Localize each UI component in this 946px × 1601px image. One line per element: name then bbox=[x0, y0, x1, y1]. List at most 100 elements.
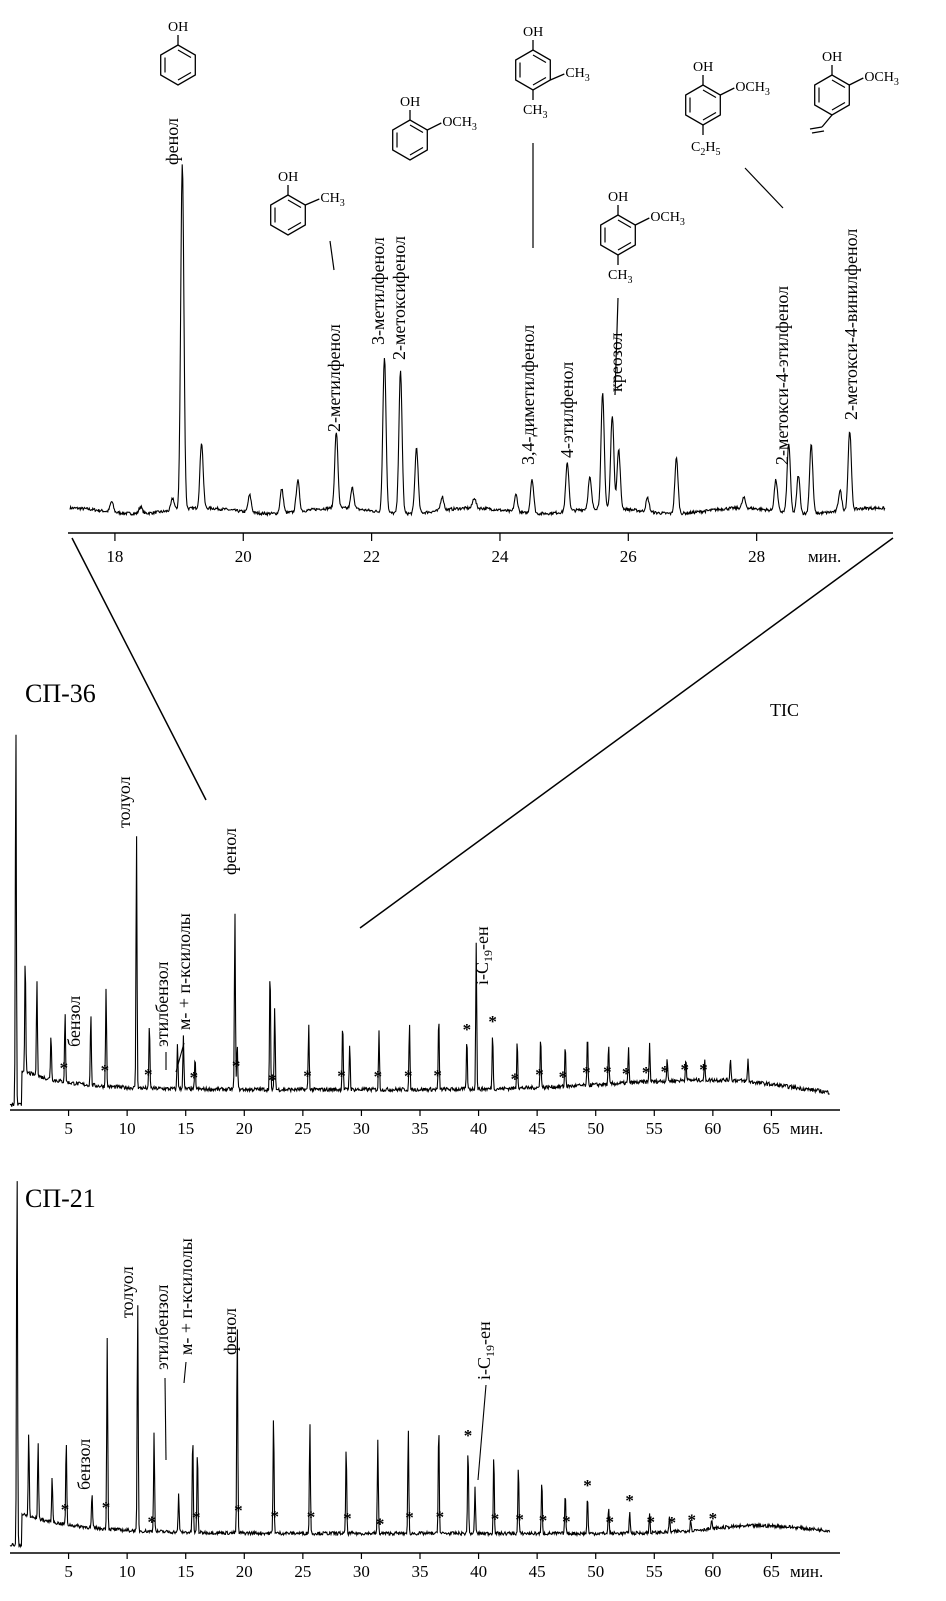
x-tick-label: 50 bbox=[587, 1119, 604, 1138]
marker-star: * bbox=[234, 1501, 243, 1520]
marker-star: * bbox=[688, 1511, 697, 1530]
bond bbox=[809, 126, 823, 130]
marker-star: * bbox=[535, 1065, 544, 1084]
marker-star: * bbox=[190, 1068, 199, 1087]
zoom-tick-label: 28 bbox=[748, 547, 765, 566]
zoom-trace bbox=[69, 164, 886, 517]
marker-star: * bbox=[642, 1063, 651, 1082]
x-tick-label: 60 bbox=[704, 1562, 721, 1581]
x-tick-label: 65 bbox=[763, 1562, 780, 1581]
benzene-ring bbox=[392, 119, 428, 161]
marker-star: * bbox=[343, 1509, 352, 1528]
zoom-tick-label: 26 bbox=[620, 547, 637, 566]
x-tick-label: 45 bbox=[529, 1562, 546, 1581]
bond bbox=[427, 122, 442, 131]
zoom-peak-label: 2-метокси-4-винилфенол bbox=[841, 229, 861, 420]
marker-star: * bbox=[436, 1507, 445, 1526]
marker-star: * bbox=[270, 1507, 279, 1526]
peak-label: этилбензол bbox=[152, 1284, 172, 1370]
x-tick-label: 30 bbox=[353, 1562, 370, 1581]
double-bond bbox=[831, 79, 846, 89]
x-tick-label: 15 bbox=[177, 1562, 194, 1581]
leader-line bbox=[477, 1384, 487, 1481]
x-tick-label: 20 bbox=[236, 1562, 253, 1581]
marker-star: * bbox=[559, 1068, 568, 1087]
double-bond bbox=[702, 89, 717, 99]
marker-star: * bbox=[374, 1067, 383, 1086]
zoom-panel: 18 20 22 24 26 28 мин. фенол 2-метилфенол 3-метил… bbox=[68, 118, 893, 566]
marker-star: * bbox=[661, 1062, 670, 1081]
och3-group: OCH3 bbox=[442, 115, 477, 133]
marker-star: * bbox=[192, 1508, 201, 1527]
x-tick-label: 45 bbox=[529, 1119, 546, 1138]
x-tick-label: 50 bbox=[587, 1562, 604, 1581]
chromatogram-trace bbox=[9, 734, 830, 1107]
benzene-ring bbox=[515, 49, 551, 91]
zoom-leader-line bbox=[614, 297, 619, 396]
double-bond bbox=[617, 241, 632, 251]
marker-star: * bbox=[102, 1498, 111, 1517]
marker-star: * bbox=[668, 1513, 677, 1532]
marker-star: * bbox=[405, 1508, 414, 1527]
marker-star: * bbox=[539, 1511, 548, 1530]
oh-group: OH bbox=[168, 20, 188, 35]
zoom-peak-label: 2-метоксифенол bbox=[389, 236, 409, 360]
dimethylphenol-structure: OH CH3 CH3 bbox=[515, 25, 590, 121]
zoom-leader-line bbox=[329, 240, 335, 271]
oh-group: OH bbox=[608, 190, 628, 205]
x-tick-label: 55 bbox=[646, 1119, 663, 1138]
marker-star: * bbox=[699, 1060, 708, 1079]
peak-label: толуол bbox=[117, 1266, 137, 1318]
zoom-peak-label: 3-метилфенол bbox=[368, 237, 388, 345]
bond bbox=[849, 77, 864, 86]
peak-label: этилбензол bbox=[152, 961, 172, 1047]
marker-star: * bbox=[647, 1513, 656, 1532]
och3-group: OCH3 bbox=[650, 210, 685, 228]
x-tick-label: 10 bbox=[119, 1119, 136, 1138]
phenol-structure: OH bbox=[160, 20, 196, 86]
marker-star: * bbox=[583, 1476, 592, 1495]
marker-star: * bbox=[464, 1426, 473, 1445]
marker-star: * bbox=[337, 1066, 346, 1085]
marker-star: * bbox=[61, 1500, 70, 1519]
x-tick-label: 65 bbox=[763, 1119, 780, 1138]
zoom-peak-label: 4-этилфенол bbox=[557, 362, 577, 458]
bond bbox=[821, 114, 833, 128]
marker-star: * bbox=[606, 1513, 615, 1532]
double-bond bbox=[287, 221, 302, 231]
zoom-tick-label: 20 bbox=[235, 547, 252, 566]
marker-star: * bbox=[144, 1065, 153, 1084]
marker-star: * bbox=[404, 1066, 413, 1085]
peak-label: м- + п-ксилолы bbox=[176, 1238, 196, 1355]
bond bbox=[720, 87, 735, 96]
marker-star: * bbox=[232, 1057, 241, 1076]
ch3-group: CH3 bbox=[565, 66, 589, 84]
double-bond bbox=[532, 76, 547, 86]
methoxy-ethylphenol-structure: OH OCH3 C2H5 bbox=[685, 60, 770, 158]
x-tick-label: 40 bbox=[470, 1562, 487, 1581]
x-tick-label: 25 bbox=[294, 1562, 311, 1581]
x-tick-label: 55 bbox=[646, 1562, 663, 1581]
marker-star: * bbox=[463, 1020, 472, 1039]
benzene-ring bbox=[685, 84, 721, 126]
peak-label: i-C19-ен bbox=[472, 926, 495, 985]
sp36-panel: 5 10 15 20 25 30 35 40 45 50 55 60 65 мин. СП-36 TIC * * *… bbox=[9, 679, 840, 1138]
zoom-connectors bbox=[71, 537, 894, 929]
sample-title: СП-36 bbox=[25, 679, 96, 708]
x-tick-label: 25 bbox=[294, 1119, 311, 1138]
bond bbox=[550, 73, 565, 81]
peak-label: толуол bbox=[114, 776, 134, 828]
marker-star: * bbox=[433, 1066, 442, 1085]
oh-group: OH bbox=[523, 25, 543, 40]
peak-label: бензол bbox=[64, 996, 84, 1047]
x-tick-label: 5 bbox=[64, 1562, 73, 1581]
oh-group: OH bbox=[278, 170, 298, 185]
x-tick-label: 5 bbox=[64, 1119, 73, 1138]
marker-star: * bbox=[511, 1069, 520, 1088]
marker-star: * bbox=[622, 1064, 631, 1083]
ch3-group: CH3 bbox=[523, 103, 547, 121]
double-bond bbox=[831, 101, 846, 111]
leader-line bbox=[175, 1042, 185, 1073]
zoom-connector-line bbox=[359, 537, 894, 929]
